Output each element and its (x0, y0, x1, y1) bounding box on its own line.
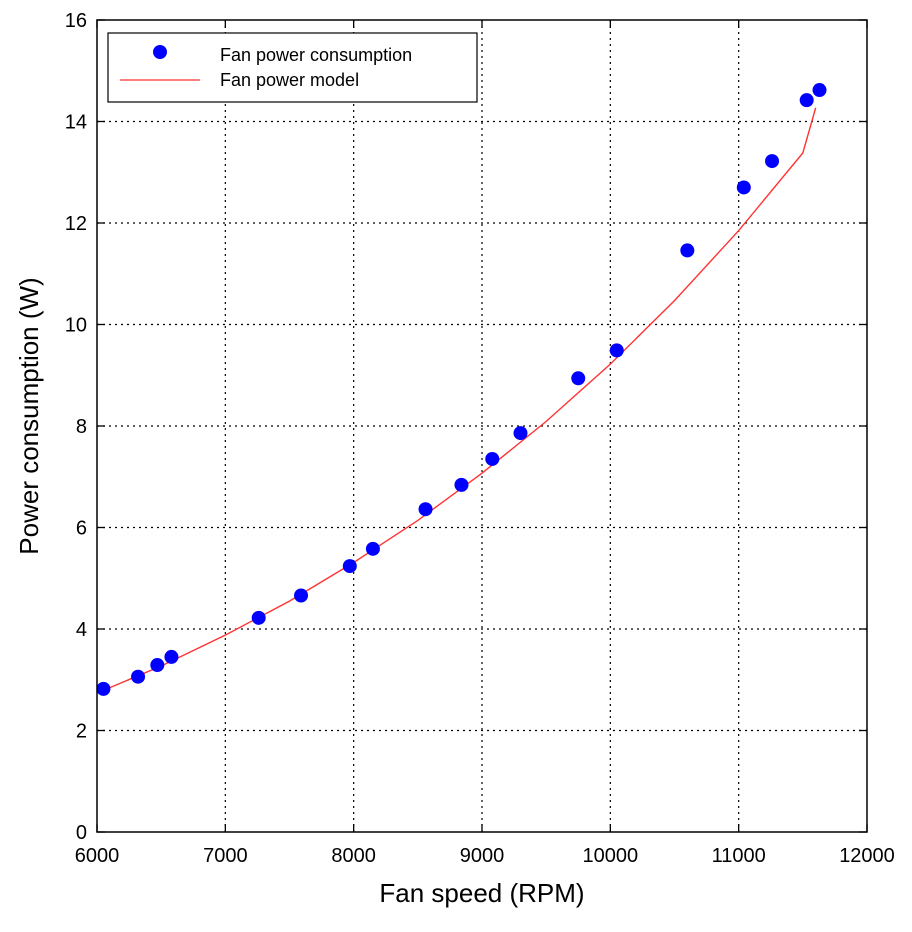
x-tick-label: 10000 (583, 845, 639, 867)
model-curve (103, 107, 817, 692)
legend-box (107, 32, 478, 103)
data-point (736, 180, 751, 195)
data-point (294, 588, 309, 603)
data-point (799, 93, 814, 108)
x-axis-label: Fan speed (RPM) (379, 878, 584, 908)
legend-marker-icon (153, 45, 167, 59)
data-point (96, 681, 111, 696)
data-point (485, 451, 500, 466)
legend-label-measured: Fan power consumption (220, 45, 412, 65)
y-tick-label: 10 (65, 315, 87, 337)
data-point (765, 154, 780, 169)
legend-label-model: Fan power model (220, 70, 359, 90)
data-point (365, 541, 380, 556)
data-point (131, 669, 146, 684)
y-tick-label: 4 (76, 619, 87, 641)
x-tick-label: 9000 (460, 845, 505, 867)
x-tick-label: 12000 (839, 845, 895, 867)
y-axis-label: Power consumption (W) (14, 277, 44, 554)
data-point (251, 610, 266, 625)
data-point (513, 426, 528, 441)
data-point (342, 559, 357, 574)
data-point (812, 83, 827, 98)
y-tick-label: 8 (76, 416, 87, 438)
data-point (680, 243, 695, 258)
data-point (609, 343, 624, 358)
data-point (164, 649, 179, 664)
axis-ticks: 6000 7000 8000 9000 10000 11000 12000 0 2 4 6 8 10 12… (65, 10, 895, 867)
x-tick-label: 11000 (712, 845, 766, 867)
data-point (418, 502, 433, 517)
y-tick-label: 16 (65, 10, 87, 32)
y-tick-label: 6 (76, 518, 87, 540)
grid (97, 20, 867, 832)
x-tick-label: 7000 (203, 845, 248, 867)
y-tick-label: 0 (76, 822, 87, 844)
data-point (454, 477, 469, 492)
data-point (571, 371, 586, 386)
data-point (150, 658, 165, 673)
measurement-series (96, 83, 827, 696)
x-tick-label: 8000 (331, 845, 376, 867)
y-tick-label: 14 (65, 112, 87, 134)
y-tick-label: 2 (76, 721, 87, 743)
model-series (103, 107, 817, 692)
x-tick-label: 6000 (75, 845, 120, 867)
legend: Fan power consumption Fan power model (107, 32, 478, 103)
y-tick-label: 12 (65, 213, 87, 235)
